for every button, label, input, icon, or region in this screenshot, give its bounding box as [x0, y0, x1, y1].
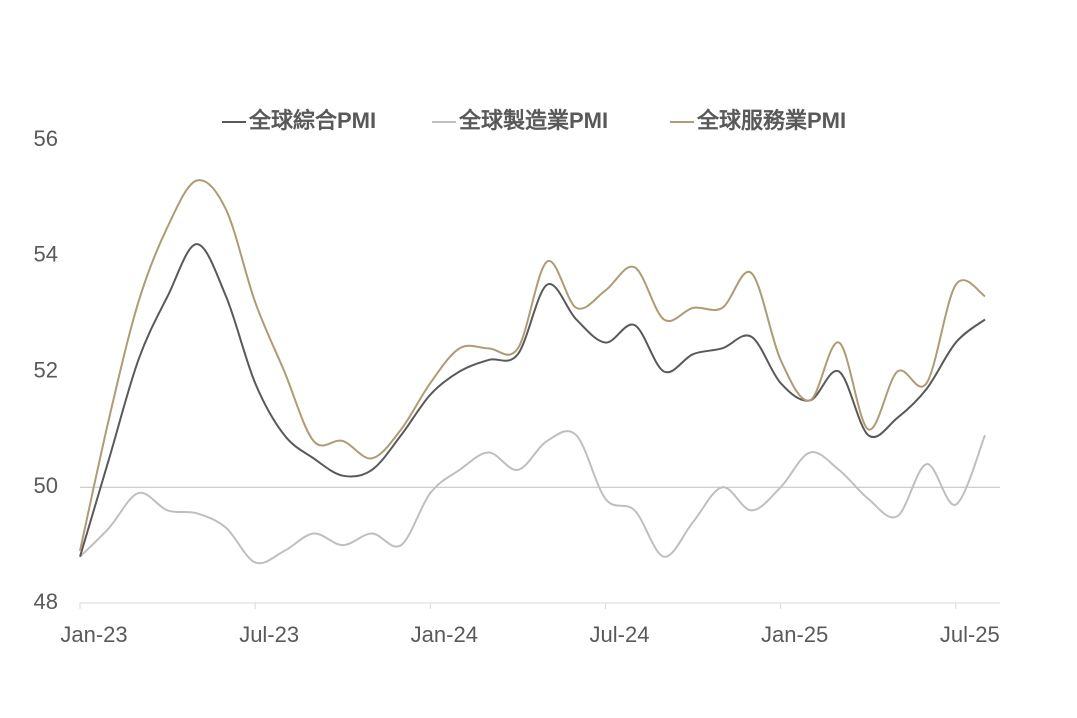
x-tick-label: Jul-24 [590, 622, 650, 647]
series-line [79, 179, 986, 552]
y-tick-label: 56 [34, 126, 58, 151]
series-line [79, 430, 986, 565]
y-tick-label: 50 [34, 473, 58, 498]
y-tick-label: 54 [34, 242, 58, 267]
y-tick-label: 48 [34, 589, 58, 614]
series-line [79, 243, 986, 557]
legend-label: 全球服務業PMI [696, 108, 846, 133]
legend-label: 全球製造業PMI [458, 108, 608, 133]
x-tick-label: Jan-24 [411, 622, 478, 647]
x-tick-label: Jan-25 [761, 622, 828, 647]
x-tick-label: Jan-23 [60, 622, 127, 647]
x-tick-label: Jul-25 [940, 622, 1000, 647]
y-tick-label: 52 [34, 357, 58, 382]
x-tick-label: Jul-23 [239, 622, 299, 647]
legend-label: 全球綜合PMI [248, 108, 376, 133]
